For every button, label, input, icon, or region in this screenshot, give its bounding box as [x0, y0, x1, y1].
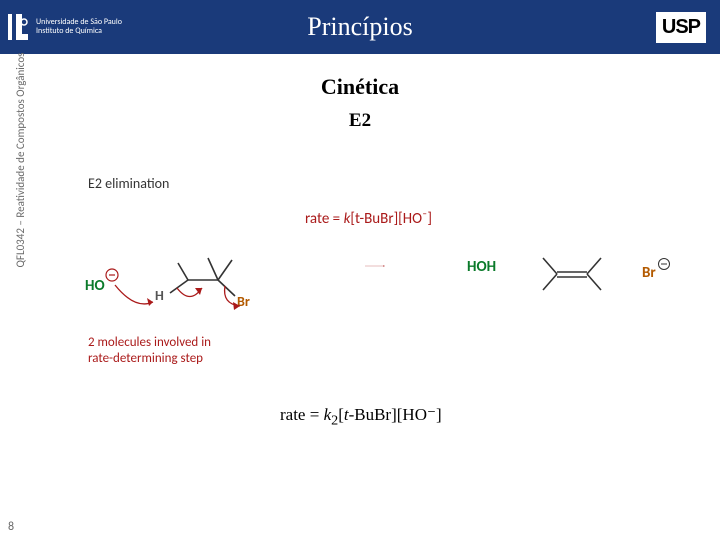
e2-elimination-label: E2 elimination: [88, 175, 169, 192]
hoh-product: HOH: [467, 258, 496, 276]
rate-upper-prefix: rate =: [305, 210, 344, 228]
rate-lower-prefix: rate =: [280, 405, 324, 424]
institution-text: Universidade de São Paulo Instituto de Q…: [36, 18, 122, 36]
rate-equation-upper: rate = k[t-BuBr][HO⁻]: [305, 210, 432, 228]
subtitle-cinetica: Cinética: [0, 74, 720, 100]
reaction-diagram: E2 elimination rate = k[t-BuBr][HO⁻] HO …: [80, 175, 690, 385]
mechanism-caption: 2 molecules involved in rate-determining…: [88, 335, 211, 366]
rate-upper-bracket: [t-BuBr][HO⁻]: [350, 210, 432, 228]
slide-title: Princípios: [307, 12, 412, 42]
alkene-product: [525, 230, 620, 305]
rate-equation-lower: rate = k2[t-BuBr][HO⁻]: [280, 405, 442, 429]
subtitle-area: Cinética E2: [0, 74, 720, 132]
negative-charge-icon: [657, 257, 671, 271]
caption-line2: rate-determining step: [88, 351, 211, 367]
br-ion-label: Br: [642, 264, 656, 282]
usp-logo-text: USP: [662, 16, 700, 38]
br-label: Br: [237, 293, 250, 310]
h-label: H: [155, 287, 164, 304]
institution-line2: Instituto de Química: [36, 27, 122, 36]
header-bar: Universidade de São Paulo Instituto de Q…: [0, 0, 720, 54]
caption-line1: 2 molecules involved in: [88, 335, 211, 351]
rate-lower-bracket: [t-BuBr][HO⁻]: [338, 405, 441, 424]
rate-lower-k: k: [324, 405, 332, 424]
reactant-structure: HO H Br: [80, 230, 290, 330]
usp-logo-box: USP: [656, 12, 706, 43]
course-code-sidebar: QFL0342 – Reatividade de Compostos Orgân…: [14, 30, 27, 290]
br-ion-product: Br: [642, 257, 671, 282]
page-number: 8: [8, 520, 14, 534]
reaction-arrow-icon: [305, 265, 445, 267]
subtitle-e2: E2: [0, 110, 720, 132]
ho-label: HO: [85, 277, 105, 295]
mechanism-arrow-1: [115, 285, 153, 304]
